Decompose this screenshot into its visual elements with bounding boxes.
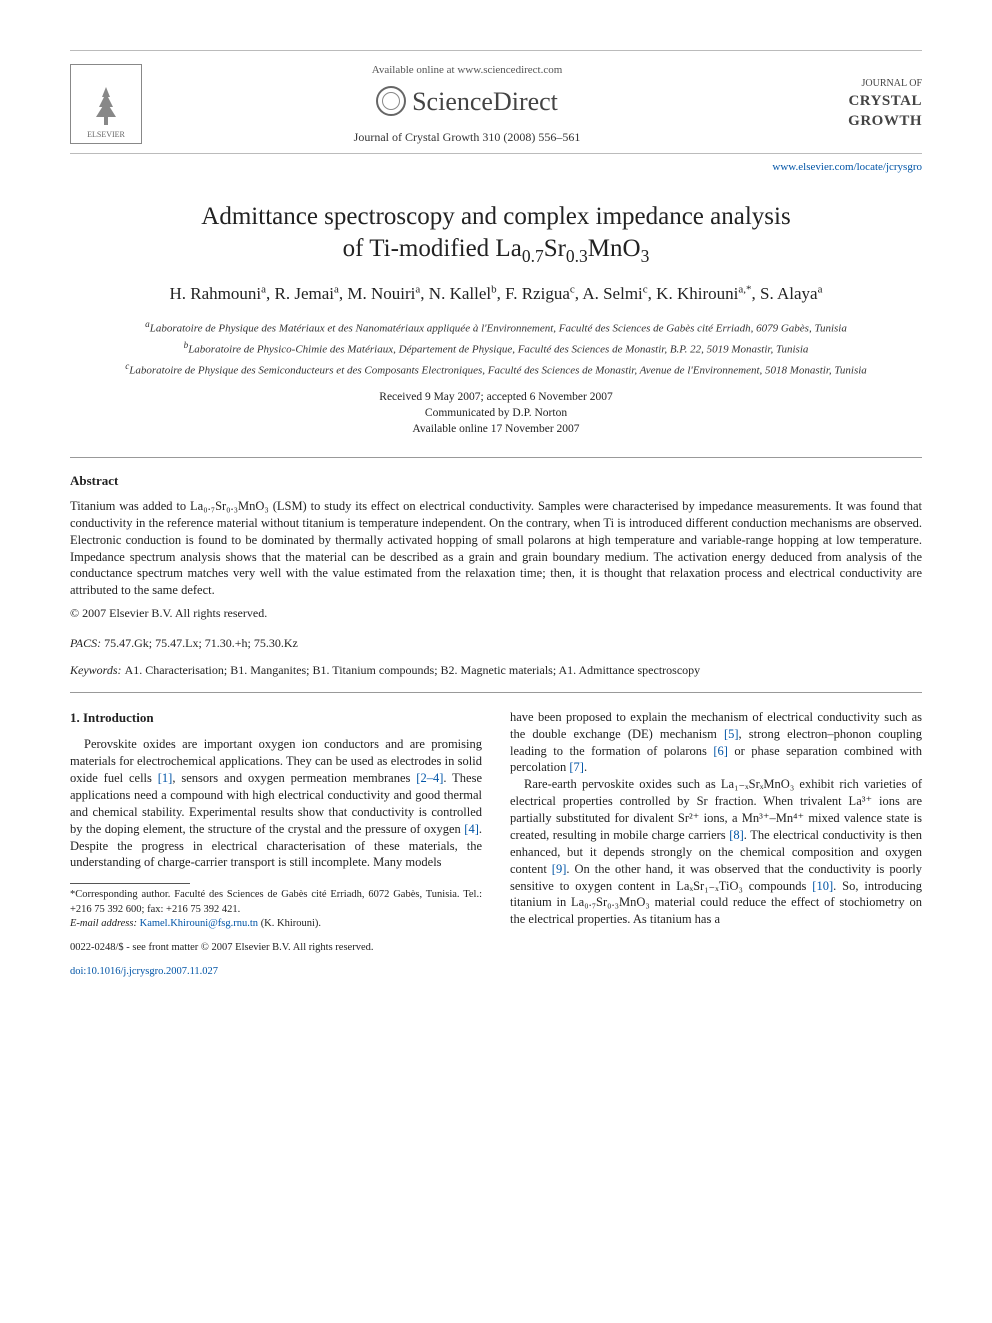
keywords-line: Keywords: A1. Characterisation; B1. Mang… bbox=[70, 662, 922, 678]
journal-logo-block: JOURNAL OF CRYSTAL GROWTH bbox=[792, 77, 922, 131]
rule-above-abstract bbox=[70, 457, 922, 458]
footnote-email-line: E-mail address: Kamel.Khirouni@fsg.rnu.t… bbox=[70, 917, 482, 931]
sciencedirect-logo: ScienceDirect bbox=[162, 84, 772, 119]
keywords-label: Keywords: bbox=[70, 663, 122, 677]
title-sub-2: 0.3 bbox=[566, 246, 588, 266]
title-line-1: Admittance spectroscopy and complex impe… bbox=[201, 203, 790, 230]
elsevier-tree-icon bbox=[81, 80, 131, 130]
footnote-email-label: E-mail address: bbox=[70, 918, 137, 929]
abstract-body: Titanium was added to La₀.₇Sr₀.₃MnO₃ (LS… bbox=[70, 498, 922, 599]
affiliation-a-text: Laboratoire de Physique des Matériaux et… bbox=[150, 323, 847, 335]
page-container: ELSEVIER Available online at www.science… bbox=[0, 0, 992, 1019]
right-column: have been proposed to explain the mechan… bbox=[510, 709, 922, 979]
left-column: 1. Introduction Perovskite oxides are im… bbox=[70, 709, 482, 979]
header-band: ELSEVIER Available online at www.science… bbox=[70, 50, 922, 154]
date-online: Available online 17 November 2007 bbox=[70, 421, 922, 437]
title-mid: Sr bbox=[544, 235, 566, 262]
affiliation-b: bLaboratoire de Physico-Chimie des Matér… bbox=[70, 339, 922, 358]
journal-crystal: CRYSTAL bbox=[792, 91, 922, 111]
date-communicated: Communicated by D.P. Norton bbox=[70, 405, 922, 421]
footer-doi: doi:10.1016/j.jcrysgro.2007.11.027 bbox=[70, 965, 482, 979]
affiliation-c-text: Laboratoire de Physique des Semiconducte… bbox=[129, 365, 867, 377]
footnote-separator bbox=[70, 883, 190, 884]
copyright-line: © 2007 Elsevier B.V. All rights reserved… bbox=[70, 605, 922, 621]
elsevier-label: ELSEVIER bbox=[87, 130, 125, 141]
title-line-2a: of Ti-modified La bbox=[343, 235, 522, 262]
journal-url[interactable]: www.elsevier.com/locate/jcrysgro bbox=[70, 160, 922, 175]
right-col-para-1: have been proposed to explain the mechan… bbox=[510, 709, 922, 777]
title-sub-1: 0.7 bbox=[522, 246, 544, 266]
affiliation-a: aLaboratoire de Physique des Matériaux e… bbox=[70, 318, 922, 337]
article-dates: Received 9 May 2007; accepted 6 November… bbox=[70, 389, 922, 437]
pacs-label: PACS: bbox=[70, 636, 101, 650]
rule-below-keywords bbox=[70, 692, 922, 693]
journal-reference: Journal of Crystal Growth 310 (2008) 556… bbox=[162, 129, 772, 145]
affiliations: aLaboratoire de Physique des Matériaux e… bbox=[70, 318, 922, 379]
footnote-corr: *Corresponding author. Faculté des Scien… bbox=[70, 888, 482, 916]
right-col-para-2: Rare-earth pervoskite oxides such as La₁… bbox=[510, 776, 922, 928]
two-column-body: 1. Introduction Perovskite oxides are im… bbox=[70, 709, 922, 979]
journal-small-label: JOURNAL OF bbox=[792, 77, 922, 91]
journal-url-link[interactable]: www.elsevier.com/locate/jcrysgro bbox=[772, 161, 922, 173]
affiliation-b-text: Laboratoire de Physico-Chimie des Matéri… bbox=[188, 344, 808, 356]
date-received: Received 9 May 2007; accepted 6 November… bbox=[70, 389, 922, 405]
elsevier-logo: ELSEVIER bbox=[70, 64, 142, 144]
authors-line: H. Rahmounia, R. Jemaia, M. Nouiria, N. … bbox=[70, 282, 922, 306]
corresponding-author-footnote: *Corresponding author. Faculté des Scien… bbox=[70, 888, 482, 931]
sciencedirect-swirl-icon bbox=[376, 86, 406, 116]
footnote-email-person: (K. Khirouni). bbox=[261, 918, 321, 929]
footnote-email[interactable]: Kamel.Khirouni@fsg.rnu.tn bbox=[140, 918, 258, 929]
header-center: Available online at www.sciencedirect.co… bbox=[142, 63, 792, 145]
title-sub-3: 3 bbox=[641, 246, 650, 266]
abstract-heading: Abstract bbox=[70, 472, 922, 490]
sciencedirect-text: ScienceDirect bbox=[412, 84, 558, 119]
left-col-para-1: Perovskite oxides are important oxygen i… bbox=[70, 736, 482, 871]
affiliation-c: cLaboratoire de Physique des Semiconduct… bbox=[70, 360, 922, 379]
article-title: Admittance spectroscopy and complex impe… bbox=[70, 201, 922, 268]
title-end: MnO bbox=[588, 235, 641, 262]
available-online-text: Available online at www.sciencedirect.co… bbox=[162, 63, 772, 78]
section-1-heading: 1. Introduction bbox=[70, 709, 482, 727]
footer-front-matter: 0022-0248/$ - see front matter © 2007 El… bbox=[70, 941, 482, 955]
doi-link[interactable]: doi:10.1016/j.jcrysgro.2007.11.027 bbox=[70, 966, 218, 977]
keywords-values: A1. Characterisation; B1. Manganites; B1… bbox=[125, 663, 701, 677]
journal-growth: GROWTH bbox=[792, 111, 922, 131]
pacs-values: 75.47.Gk; 75.47.Lx; 71.30.+h; 75.30.Kz bbox=[104, 636, 298, 650]
pacs-line: PACS: 75.47.Gk; 75.47.Lx; 71.30.+h; 75.3… bbox=[70, 635, 922, 651]
